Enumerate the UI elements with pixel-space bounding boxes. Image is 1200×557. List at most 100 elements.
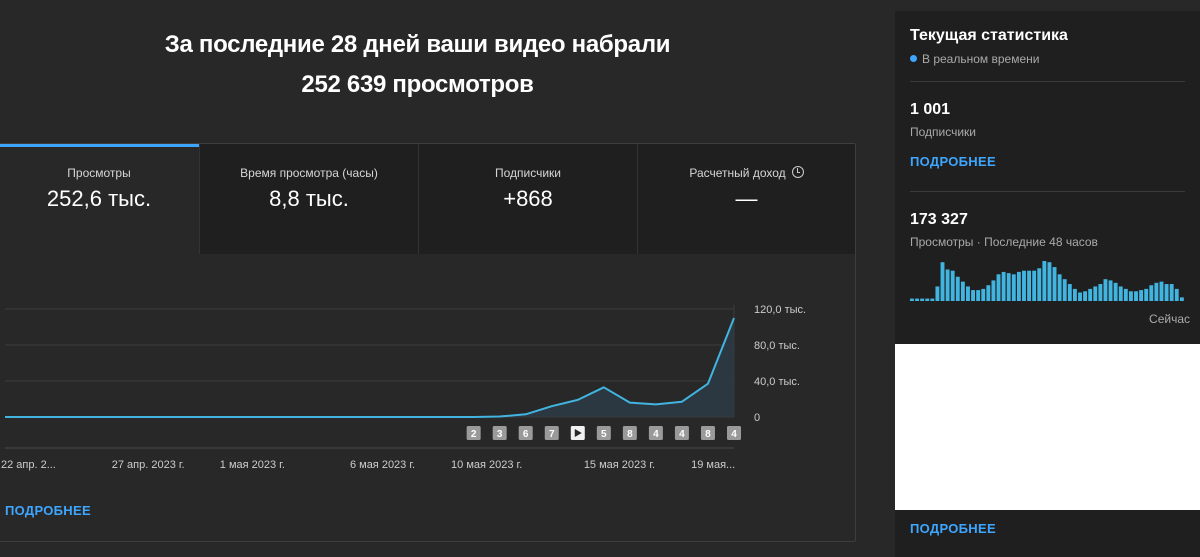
tab-views[interactable]: Просмотры 252,6 тыс.	[0, 144, 199, 254]
video-marker-box	[596, 426, 611, 440]
realtime-bar	[986, 285, 991, 301]
realtime-bar	[1057, 274, 1062, 301]
realtime-bar-chart	[910, 261, 1184, 301]
realtime-bar	[1072, 288, 1077, 301]
realtime-bar	[1093, 286, 1098, 301]
video-marker[interactable]: 8	[622, 426, 637, 440]
video-marker-box	[466, 426, 481, 440]
realtime-bar	[991, 280, 996, 301]
realtime-title: Текущая статистика	[910, 27, 1068, 44]
realtime-indicator: В реальном времени	[910, 52, 1039, 66]
realtime-more-link[interactable]: ПОДРОБНЕЕ	[910, 154, 996, 169]
live-dot-icon	[910, 55, 917, 62]
realtime-bar	[1159, 281, 1164, 301]
main-more-link[interactable]: ПОДРОБНЕЕ	[5, 503, 91, 518]
clock-icon	[791, 166, 804, 178]
realtime-bar	[1067, 284, 1072, 301]
realtime-bar	[1006, 273, 1011, 301]
y-tick-label: 80,0 тыс.	[754, 340, 800, 352]
realtime-bar	[935, 286, 940, 301]
summary-views-total: 252 639 просмотров	[301, 71, 534, 98]
realtime-subscribers-label: Подписчики	[910, 125, 977, 139]
video-marker[interactable]: 7	[544, 426, 559, 440]
blank-panel	[895, 344, 1200, 510]
realtime-bar	[1144, 288, 1149, 301]
x-tick-label: 10 мая 2023 г.	[451, 459, 522, 471]
tab-revenue-label: Расчетный доход	[689, 166, 786, 180]
views-area	[5, 318, 734, 417]
video-marker[interactable]: 5	[596, 426, 611, 440]
main-panel: За последние 28 дней ваши видео набрали …	[0, 31, 856, 542]
realtime-bar	[996, 274, 1001, 301]
realtime-bar	[1047, 262, 1052, 301]
video-marker[interactable]: 8	[700, 426, 715, 440]
realtime-bar	[966, 286, 970, 301]
realtime-bar	[1179, 297, 1184, 301]
x-tick-label: 27 апр. 2023 г.	[112, 459, 185, 471]
realtime-bottom-more-link[interactable]: ПОДРОБНЕЕ	[910, 521, 996, 536]
realtime-bar	[1113, 282, 1118, 301]
realtime-bar	[1118, 286, 1123, 301]
video-marker-count: 4	[731, 429, 737, 440]
realtime-bar	[1052, 267, 1057, 301]
video-marker[interactable]: 2	[466, 426, 481, 440]
x-tick-label: 19 мая...	[691, 459, 735, 471]
y-tick-label: 120,0 тыс.	[754, 304, 806, 316]
video-marker-box	[700, 426, 715, 440]
realtime-bar	[930, 298, 935, 301]
realtime-bar	[1154, 282, 1159, 301]
realtime-bar	[1022, 270, 1026, 301]
tab-revenue[interactable]: Расчетный доход —	[637, 144, 855, 254]
video-marker-box	[674, 426, 689, 440]
tab-watch-time-value: 8,8 тыс.	[269, 186, 349, 211]
realtime-bar	[1016, 271, 1021, 301]
realtime-bar	[1042, 261, 1047, 301]
video-marker-count: 2	[471, 429, 477, 440]
realtime-bar	[1037, 268, 1042, 301]
realtime-bar	[1001, 271, 1006, 301]
realtime-bar	[1169, 284, 1174, 301]
video-marker-box	[727, 426, 741, 440]
video-marker-box	[518, 426, 533, 440]
tab-subscribers[interactable]: Подписчики +868	[418, 144, 637, 254]
realtime-bar	[1078, 292, 1082, 301]
realtime-bar	[940, 262, 945, 301]
video-marker-box	[622, 426, 637, 440]
video-marker[interactable]: 4	[674, 426, 689, 440]
video-marker[interactable]: 4	[648, 426, 663, 440]
video-marker-count: 8	[627, 429, 633, 440]
metric-tabs: Просмотры 252,6 тыс. Время просмотра (ча…	[0, 144, 855, 254]
y-tick-label: 40,0 тыс.	[754, 376, 800, 388]
realtime-bar	[1088, 288, 1093, 301]
realtime-bar	[950, 270, 955, 301]
tab-watch-time[interactable]: Время просмотра (часы) 8,8 тыс.	[199, 144, 418, 254]
realtime-bar	[1139, 290, 1144, 301]
divider	[910, 191, 1185, 192]
x-tick-label: 1 мая 2023 г.	[220, 459, 285, 471]
realtime-bar	[1108, 280, 1113, 301]
realtime-bar	[1149, 285, 1154, 301]
video-marker-play[interactable]	[570, 426, 585, 440]
views-series-line	[5, 317, 735, 418]
realtime-bar	[981, 288, 986, 301]
video-marker[interactable]: 4	[727, 426, 741, 440]
analytics-card: Просмотры 252,6 тыс. Время просмотра (ча…	[0, 143, 856, 542]
realtime-bar	[1011, 274, 1016, 301]
realtime-bar	[1062, 279, 1067, 301]
video-marker-count: 5	[601, 429, 607, 440]
video-marker-count: 4	[653, 429, 659, 440]
realtime-bar	[1027, 270, 1032, 301]
play-icon	[574, 429, 582, 437]
video-marker[interactable]: 3	[492, 426, 507, 440]
realtime-bar	[1083, 291, 1088, 301]
realtime-bar	[1134, 291, 1138, 301]
realtime-bar	[1128, 291, 1133, 301]
tab-views-label: Просмотры	[67, 166, 131, 180]
realtime-views-label: Просмотры · Последние 48 часов	[910, 235, 1098, 249]
video-marker[interactable]: 6	[518, 426, 533, 440]
video-marker-count: 4	[679, 429, 685, 440]
tab-views-value: 252,6 тыс.	[46, 186, 152, 211]
x-tick-label: 22 апр. 2...	[1, 459, 56, 471]
views-line-chart: 0 40,0 тыс. 80,0 тыс. 120,0 тыс. 2 3 6 7 5 8 4 4 8 4 2…	[1, 304, 806, 471]
realtime-bar	[1174, 288, 1179, 301]
